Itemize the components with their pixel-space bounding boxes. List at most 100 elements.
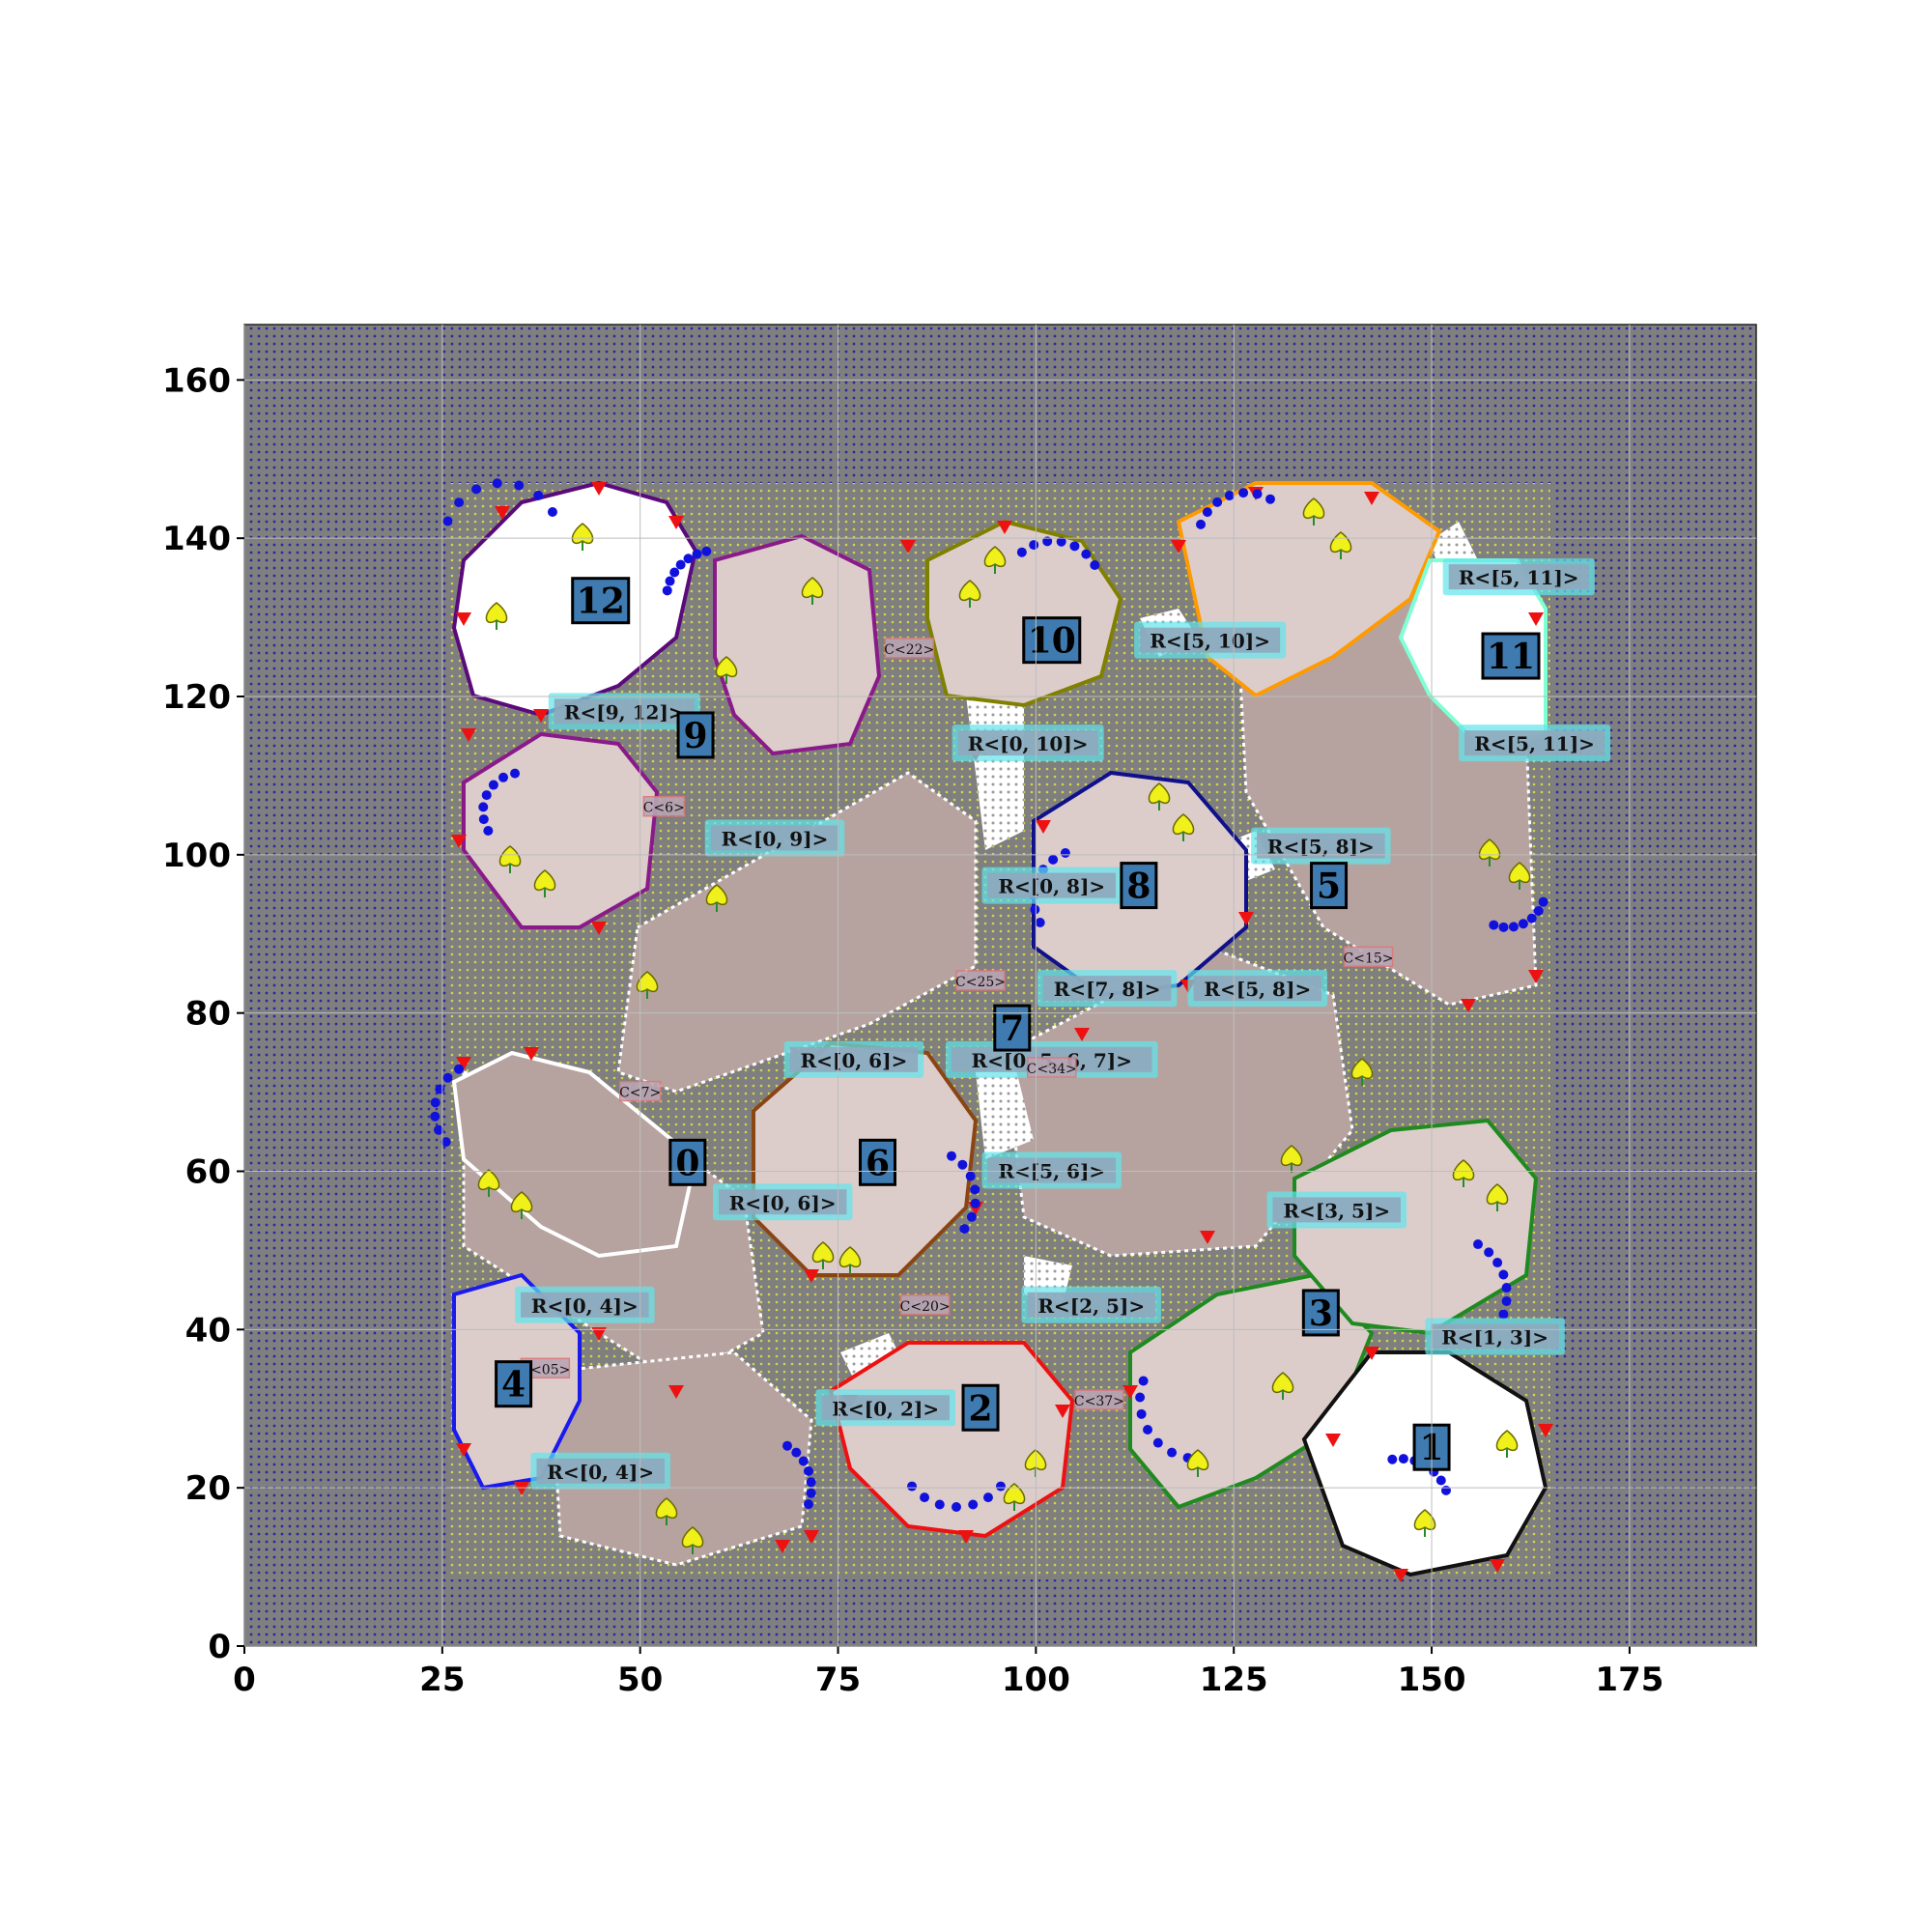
- region-label-text: R<[5, 11]>: [1459, 566, 1579, 589]
- door-marker: [804, 1269, 819, 1283]
- lamp-marker: [692, 549, 702, 559]
- door-marker: [1364, 1347, 1379, 1360]
- y-tick-label: 100: [162, 837, 231, 875]
- connector-label: C<37>: [1074, 1389, 1124, 1410]
- lamp-marker: [1484, 1247, 1494, 1258]
- lamp-marker: [970, 1198, 980, 1208]
- door-marker: [1325, 1434, 1341, 1447]
- lamp-marker: [1498, 1309, 1509, 1320]
- door-marker: [997, 521, 1012, 534]
- lamp-marker: [440, 1137, 451, 1148]
- corridor-0-9: [616, 771, 978, 1094]
- door-marker: [1055, 1405, 1070, 1418]
- y-tick-label: 160: [162, 361, 231, 400]
- lamp-marker: [669, 567, 680, 578]
- lamp-marker: [1533, 905, 1544, 916]
- y-tick-label: 80: [185, 995, 231, 1034]
- lamp-marker: [430, 1097, 440, 1108]
- lamp-marker: [1526, 913, 1537, 923]
- lamp-marker: [1398, 1454, 1408, 1464]
- lamp-marker: [803, 1465, 813, 1476]
- region-label-text: R<[0, 10]>: [968, 732, 1089, 755]
- lamp-marker: [952, 1502, 961, 1512]
- door-marker: [1171, 540, 1186, 554]
- room-label-0: 0: [668, 1138, 707, 1186]
- room-number: 8: [1126, 867, 1151, 907]
- lamp-marker: [1473, 1239, 1483, 1250]
- lamp-marker: [1202, 507, 1212, 518]
- connector-label: C<34>: [1027, 1057, 1077, 1078]
- lamp-marker: [488, 780, 498, 790]
- region-label-text: R<[7, 8]>: [1054, 978, 1161, 1001]
- door-marker: [1074, 1028, 1090, 1041]
- lamp-marker: [959, 1224, 970, 1235]
- lamp-marker: [806, 1477, 816, 1488]
- region-label: R<[0, 9]>: [704, 819, 845, 857]
- lamp-marker: [1060, 848, 1070, 859]
- x-tick-label: 175: [1595, 1661, 1663, 1699]
- door-marker: [591, 922, 607, 935]
- lamp-marker: [966, 1211, 977, 1222]
- room-label-11: 11: [1481, 632, 1541, 680]
- region-label-text: R<[0, 4]>: [547, 1461, 654, 1484]
- region-label: R<[7, 8]>: [1037, 970, 1178, 1008]
- room-number: 12: [577, 582, 625, 622]
- room-number: 7: [1000, 1009, 1024, 1049]
- lamp-marker: [510, 768, 521, 779]
- room-number: 0: [675, 1143, 699, 1183]
- room-number: 9: [684, 716, 708, 756]
- connector-label-text: C<22>: [884, 642, 934, 658]
- lamp-marker: [492, 478, 502, 489]
- door-marker: [456, 612, 471, 626]
- door-marker: [461, 728, 476, 742]
- room-number: 3: [1309, 1293, 1333, 1334]
- region-label-text: R<[5, 11]>: [1474, 732, 1595, 755]
- connector-label: C<22>: [884, 638, 934, 659]
- room-number: 10: [1028, 621, 1076, 662]
- room-9b-area: [713, 533, 882, 756]
- lamp-marker: [1152, 1437, 1163, 1448]
- lamp-marker: [965, 1171, 976, 1181]
- region-label: R<[0, 8]>: [981, 867, 1122, 904]
- room-label-2: 2: [961, 1383, 1000, 1432]
- lamp-marker: [1508, 922, 1519, 932]
- region-label: R<[5, 8]>: [1251, 827, 1391, 865]
- lamp-marker: [665, 576, 675, 586]
- door-marker: [1238, 912, 1254, 925]
- x-tick-label: 150: [1398, 1661, 1466, 1699]
- lamp-marker: [454, 497, 465, 508]
- door-marker: [495, 506, 510, 520]
- room-label-4: 4: [495, 1360, 533, 1408]
- door-marker: [958, 1530, 974, 1544]
- door-marker: [591, 1327, 607, 1341]
- lamp-marker: [970, 1184, 980, 1195]
- lamp-marker: [442, 1072, 453, 1083]
- region-label-text: R<[2, 5]>: [1037, 1294, 1145, 1318]
- y-tick-label: 0: [208, 1628, 231, 1666]
- lamp-marker: [1501, 1295, 1512, 1306]
- door-marker: [1538, 1424, 1553, 1437]
- connector-label: C<6>: [642, 795, 686, 817]
- x-axis: 0 25 50 75 100 125 150 175: [233, 325, 1663, 1699]
- lamp-marker: [920, 1492, 930, 1503]
- connector-label-text: C<05>: [520, 1362, 570, 1378]
- lamp-marker: [1069, 541, 1080, 552]
- door-marker: [775, 1540, 790, 1553]
- region-label-text: R<[3, 5]>: [1283, 1199, 1390, 1222]
- lamp-marker: [995, 1481, 1006, 1492]
- door-marker: [451, 835, 467, 848]
- room-3b-area: [1293, 1118, 1539, 1336]
- lamp-marker: [798, 1456, 809, 1466]
- lamp-marker: [533, 490, 544, 500]
- lamp-marker: [1016, 547, 1027, 557]
- door-marker: [804, 1530, 819, 1544]
- region-label-text: R<[0, 4]>: [531, 1294, 639, 1318]
- connector-label: C<05>: [520, 1357, 570, 1379]
- lamp-marker: [481, 790, 492, 801]
- connector-label-text: C<20>: [900, 1299, 951, 1315]
- lamp-marker: [675, 559, 686, 570]
- lamp-marker: [1090, 560, 1100, 570]
- lamp-marker: [430, 1111, 440, 1122]
- room-9-area: [462, 731, 660, 929]
